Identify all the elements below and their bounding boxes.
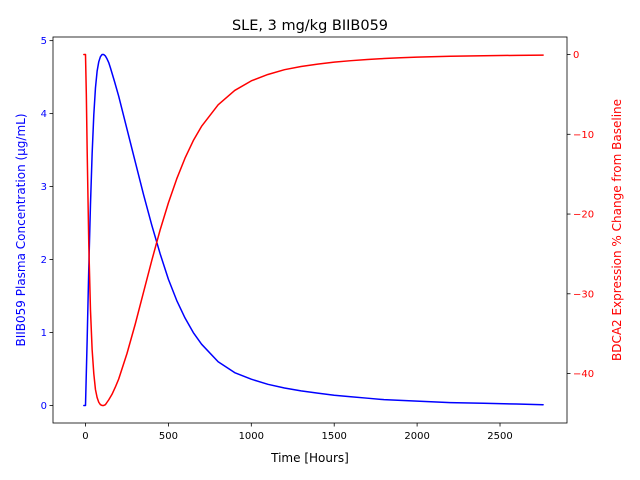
left-tick-label: 1 xyxy=(41,328,47,339)
left-tick-label: 2 xyxy=(41,255,47,266)
bdca2-expression-series-line xyxy=(83,53,544,407)
x-tick-label: 500 xyxy=(159,431,178,442)
x-tick-label: 2500 xyxy=(487,431,512,442)
left-tick-label: 5 xyxy=(41,36,47,47)
right-tick-label: −20 xyxy=(573,210,594,221)
x-tick-label: 1500 xyxy=(321,431,346,442)
x-tick-label: 0 xyxy=(82,431,88,442)
left-tick-label: 3 xyxy=(41,182,47,193)
right-tick-label: −10 xyxy=(573,130,594,141)
concentration-series-line xyxy=(83,53,544,407)
chart-title: SLE, 3 mg/kg BIIB059 xyxy=(232,18,388,34)
left-tick-label: 0 xyxy=(41,401,47,412)
right-tick-label: −40 xyxy=(573,369,594,380)
right-tick-label: 0 xyxy=(573,50,579,61)
right-tick-label: −30 xyxy=(573,289,594,300)
x-tick-label: 2000 xyxy=(404,431,429,442)
x-tick-label: 1000 xyxy=(239,431,264,442)
x-axis-label: Time [Hours] xyxy=(270,451,349,465)
left-axis-label: BIIB059 Plasma Concentration (µg/mL) xyxy=(14,113,28,346)
right-axis-label: BDCA2 Expression % Change from Baseline xyxy=(610,99,624,361)
left-tick-label: 4 xyxy=(41,109,47,120)
plot-frame xyxy=(52,36,568,424)
